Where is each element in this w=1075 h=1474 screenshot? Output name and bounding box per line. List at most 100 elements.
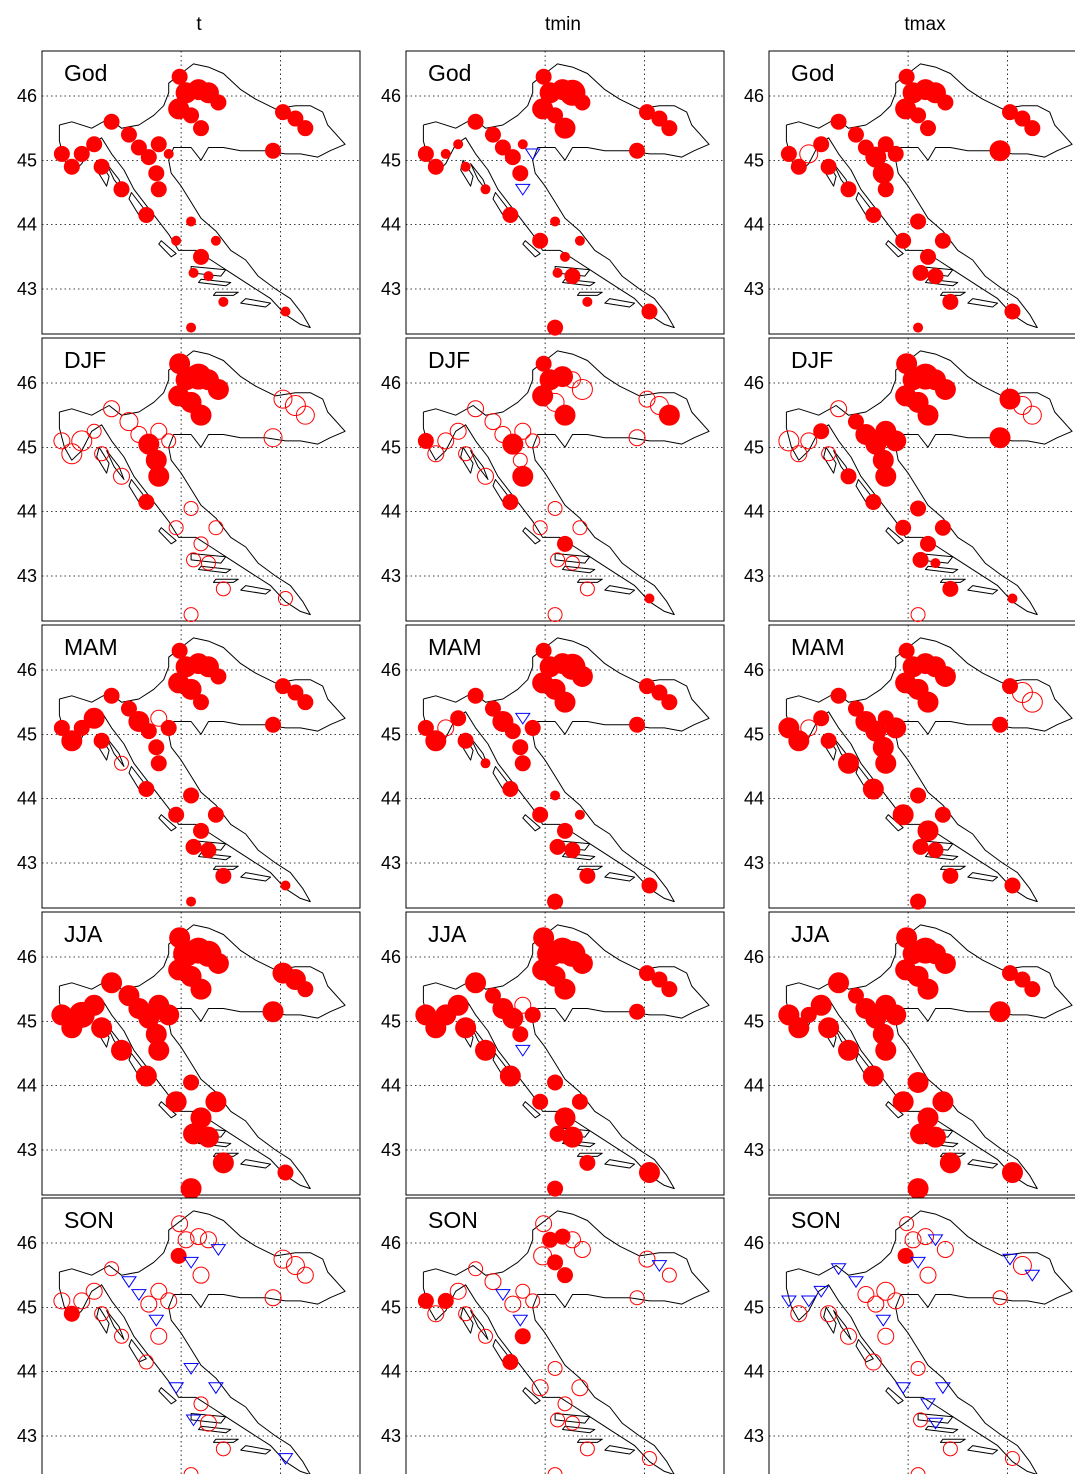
station-marker-significant (885, 717, 907, 739)
station-marker-increase (571, 378, 593, 400)
station-marker-significant (557, 822, 573, 839)
station-marker-significant (554, 1228, 571, 1245)
station-marker-significant (460, 161, 471, 172)
station-marker-decrease (183, 1363, 200, 1375)
station-marker-increase (547, 500, 563, 516)
station-marker-increase (876, 1281, 896, 1301)
station-marker-significant (205, 1091, 227, 1113)
station-marker-significant (274, 678, 291, 695)
map-panel-tmax-djf: 46 45 44 43 DJF (744, 337, 1075, 623)
station-marker-significant (896, 927, 918, 949)
panel-frame (768, 50, 1075, 335)
station-marker-increase (284, 395, 306, 417)
station-marker-significant (103, 113, 120, 130)
croatia-outline (58, 350, 346, 616)
lat-tick-label: 43 (381, 1426, 401, 1446)
station-marker-increase (114, 1328, 129, 1344)
station-marker-significant (571, 952, 593, 974)
station-marker-increase (864, 1353, 882, 1371)
island-outline (158, 240, 177, 258)
station-marker-significant (467, 687, 484, 704)
station-marker-significant (475, 1039, 496, 1061)
station-marker-significant (188, 267, 199, 278)
station-marker-significant (150, 181, 167, 198)
island-outline (522, 814, 541, 832)
station-marker-significant (169, 353, 191, 375)
lat-tick-label: 45 (744, 1011, 764, 1031)
station-marker-increase (140, 1295, 158, 1313)
station-marker-significant (148, 165, 165, 182)
station-marker-significant (872, 449, 894, 471)
map-panel-tmin-son: 46 45 44 43 SON (381, 1197, 725, 1474)
station-marker-significant (549, 1125, 566, 1142)
station-marker-significant (138, 433, 160, 455)
station-marker-significant (550, 216, 561, 227)
station-marker-increase (899, 1216, 915, 1232)
station-marker-increase (800, 432, 818, 450)
station-marker-significant (190, 1107, 212, 1129)
island-outline (212, 1438, 239, 1443)
station-marker-significant (484, 126, 501, 143)
lat-tick-label: 46 (744, 373, 764, 393)
island-outline (967, 1159, 999, 1169)
station-marker-increase (171, 1215, 189, 1233)
station-marker-significant (130, 139, 147, 156)
lat-tick-label: 44 (17, 215, 37, 235)
station-marker-increase (73, 1292, 91, 1310)
croatia-outline (58, 1210, 346, 1474)
island-outline (96, 1306, 110, 1334)
station-marker-significant (865, 494, 882, 511)
station-marker-increase (531, 1379, 549, 1397)
island-outline (967, 872, 999, 882)
island-outline (576, 1152, 603, 1157)
station-marker-significant (661, 981, 678, 998)
lat-tick-label: 43 (17, 853, 37, 873)
lat-tick-label: 45 (744, 437, 764, 457)
station-marker-increase (571, 1379, 589, 1397)
station-marker-significant (1001, 965, 1018, 982)
island-outline (158, 1387, 177, 1405)
station-marker-significant (53, 719, 70, 736)
station-marker-significant (535, 642, 552, 659)
station-marker-significant (455, 1017, 477, 1039)
lat-tick-label: 44 (744, 1362, 764, 1382)
station-marker-significant (287, 110, 304, 127)
island-outline (212, 865, 239, 870)
station-marker-significant (547, 893, 564, 910)
station-marker-significant (813, 710, 830, 727)
island-outline (522, 1101, 541, 1119)
station-marker-significant (150, 755, 167, 772)
panel-label: DJF (428, 347, 470, 373)
island-outline (562, 1425, 596, 1434)
station-marker-increase (535, 1215, 553, 1233)
station-marker-increase (547, 1360, 563, 1376)
station-marker-significant (999, 388, 1021, 410)
station-marker-increase (177, 1231, 195, 1249)
station-marker-significant (186, 896, 197, 907)
station-marker-significant (571, 665, 593, 687)
station-marker-significant (847, 700, 864, 717)
station-marker-significant (989, 140, 1011, 162)
station-marker-significant (629, 142, 646, 159)
station-marker-increase (820, 1305, 838, 1323)
station-marker-significant (927, 842, 944, 859)
station-marker-significant (661, 694, 678, 711)
lat-tick-label: 46 (381, 947, 401, 967)
island-outline (198, 565, 232, 574)
station-marker-significant (417, 1292, 434, 1309)
station-marker-significant (847, 126, 864, 143)
station-marker-increase (579, 1441, 595, 1457)
station-marker-significant (280, 880, 291, 891)
station-marker-significant (480, 758, 491, 769)
station-marker-significant (840, 468, 857, 485)
lat-tick-label: 43 (744, 853, 764, 873)
station-marker-significant (582, 296, 593, 307)
station-marker-significant (910, 787, 927, 804)
station-marker-significant (638, 965, 655, 982)
station-marker-significant (61, 1017, 83, 1039)
station-marker-decrease (780, 1295, 797, 1308)
island-outline (855, 1339, 874, 1363)
station-marker-increase (572, 520, 588, 536)
station-marker-significant (524, 1006, 541, 1023)
